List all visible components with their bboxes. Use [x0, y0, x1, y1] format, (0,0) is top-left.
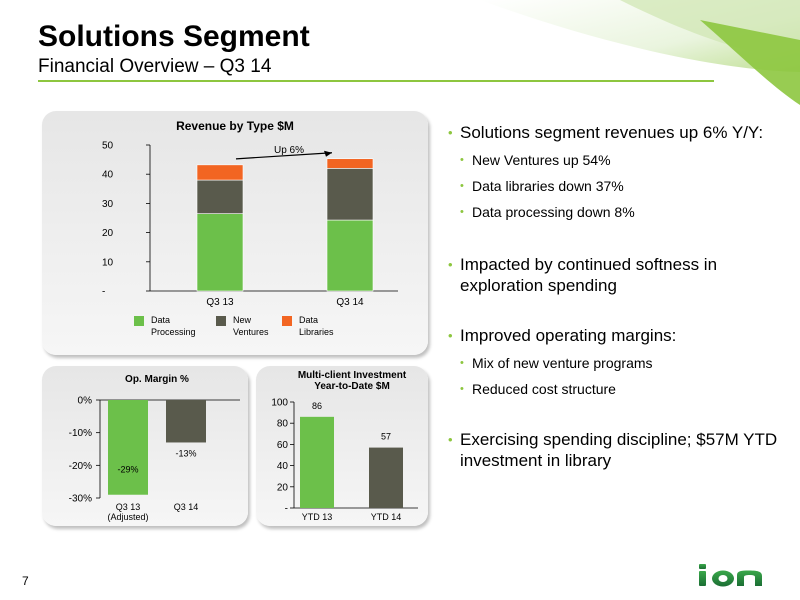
annotation-arrow-line: [235, 152, 333, 160]
legend-label: Ventures: [233, 327, 269, 337]
x-category-label: Q3 14: [336, 297, 364, 308]
multiclient-investment-chart-panel: Multi-client Investment Year-to-Date $M - 2…: [256, 366, 428, 526]
bar-segment: [326, 219, 374, 292]
bullet-text: Data libraries down 37%: [472, 178, 624, 194]
bullet-item: • Exercising spending discipline; $57M YT…: [448, 429, 793, 471]
bullet-text: Mix of new venture programs: [472, 355, 653, 371]
bar: [108, 400, 148, 495]
bullet-item: • Solutions segment revenues up 6% Y/Y:: [448, 122, 793, 143]
page-subtitle: Financial Overview – Q3 14: [38, 56, 272, 77]
bar-segment: [326, 158, 374, 169]
bullet-dot-icon: •: [448, 328, 453, 343]
bullet-text: Data processing down 8%: [472, 204, 635, 220]
op-margin-chart: Op. Margin % 0% -10% -20% -30% -29% Q3 13(Adju…: [69, 374, 240, 522]
y-tick-label: 30: [102, 199, 114, 210]
x-category-label: Q3 13: [206, 297, 234, 308]
bullet-list: • Solutions segment revenues up 6% Y/Y: •…: [448, 122, 793, 471]
y-tick-label: -: [285, 504, 288, 515]
data-label: 86: [312, 401, 322, 411]
revenue-chart-panel: Revenue by Type $M - 10 20 30 40 50 Q3 13 Q3 14 U…: [42, 111, 428, 355]
x-category-label: YTD 13: [302, 512, 333, 522]
x-category-label: (Adjusted): [107, 512, 148, 522]
sub-bullet-item: • Mix of new venture programs: [448, 355, 793, 372]
legend-label: Processing: [151, 327, 196, 337]
x-category-label: YTD 14: [371, 512, 402, 522]
bullet-text: Impacted by continued softness in explor…: [460, 255, 718, 295]
header-swoosh-graphic: [480, 0, 800, 105]
page-title: Solutions Segment: [38, 20, 310, 53]
chart-subtitle: Year-to-Date $M: [314, 381, 390, 392]
chart-title: Multi-client Investment: [298, 370, 407, 381]
bullet-dot-icon: •: [460, 206, 464, 218]
bullet-text: Exercising spending discipline; $57M YTD…: [460, 430, 778, 470]
bullet-dot-icon: •: [460, 154, 464, 166]
legend-swatch: [282, 316, 292, 326]
y-tick-label: 20: [102, 228, 114, 239]
bar: [369, 447, 403, 508]
chart-title: Op. Margin %: [125, 374, 189, 385]
title-divider: [38, 80, 714, 82]
bar-segment: [196, 164, 244, 181]
revenue-by-type-chart: Revenue by Type $M - 10 20 30 40 50 Q3 13 Q3 14 U…: [102, 119, 398, 337]
bar-segment: [326, 168, 374, 221]
annotation-arrowhead: [324, 150, 332, 157]
y-tick-label: -: [102, 287, 105, 298]
sub-bullet-item: • Data libraries down 37%: [448, 178, 793, 195]
legend-label: Data: [151, 315, 170, 325]
data-label: -13%: [175, 448, 196, 458]
x-category-label: Q3 14: [174, 502, 199, 512]
legend-swatch: [216, 316, 226, 326]
sub-bullet-item: • Data processing down 8%: [448, 204, 793, 221]
y-tick-label: 10: [102, 257, 114, 268]
y-tick-label: 50: [102, 141, 114, 152]
bullet-dot-icon: •: [448, 257, 453, 272]
op-margin-chart-panel: Op. Margin % 0% -10% -20% -30% -29% Q3 13 (Adju…: [42, 366, 248, 526]
x-category-label: Q3 13: [116, 502, 141, 512]
legend-swatch: [134, 316, 144, 326]
data-label: 57: [381, 432, 391, 442]
y-tick-label: -10%: [69, 428, 92, 439]
sub-bullet-item: • Reduced cost structure: [448, 381, 793, 398]
bullet-text: Reduced cost structure: [472, 381, 616, 397]
bullet-dot-icon: •: [460, 357, 464, 369]
bar-segment: [196, 179, 244, 214]
bullet-text: New Ventures up 54%: [472, 152, 611, 168]
y-tick-label: 40: [277, 461, 289, 472]
ion-logo: [699, 564, 762, 587]
bar: [166, 400, 206, 443]
page-number: 7: [22, 574, 29, 588]
y-tick-label: 100: [271, 398, 288, 409]
sub-bullet-item: • New Ventures up 54%: [448, 152, 793, 169]
y-tick-label: 0%: [78, 396, 93, 407]
legend-label: New: [233, 315, 252, 325]
y-tick-label: 80: [277, 419, 289, 430]
bullet-text: Solutions segment revenues up 6% Y/Y:: [460, 123, 764, 142]
bullet-dot-icon: •: [460, 180, 464, 192]
bar: [300, 416, 334, 508]
annotation-label: Up 6%: [274, 145, 304, 156]
data-label: -29%: [117, 465, 138, 475]
chart-title: Revenue by Type $M: [176, 119, 294, 133]
bullet-item: • Impacted by continued softness in explo…: [448, 254, 793, 296]
bullet-dot-icon: •: [448, 432, 453, 447]
bullet-item: • Improved operating margins:: [448, 325, 793, 346]
y-tick-label: 40: [102, 170, 114, 181]
y-tick-label: -20%: [69, 461, 92, 472]
y-tick-label: 20: [277, 482, 289, 493]
bullet-dot-icon: •: [460, 383, 464, 395]
y-tick-label: 60: [277, 440, 289, 451]
bullet-dot-icon: •: [448, 125, 453, 140]
y-tick-label: -30%: [69, 494, 92, 505]
bullet-text: Improved operating margins:: [460, 326, 677, 345]
bar-segment: [196, 213, 244, 292]
legend-label: Libraries: [299, 327, 334, 337]
legend-label: Data: [299, 315, 318, 325]
